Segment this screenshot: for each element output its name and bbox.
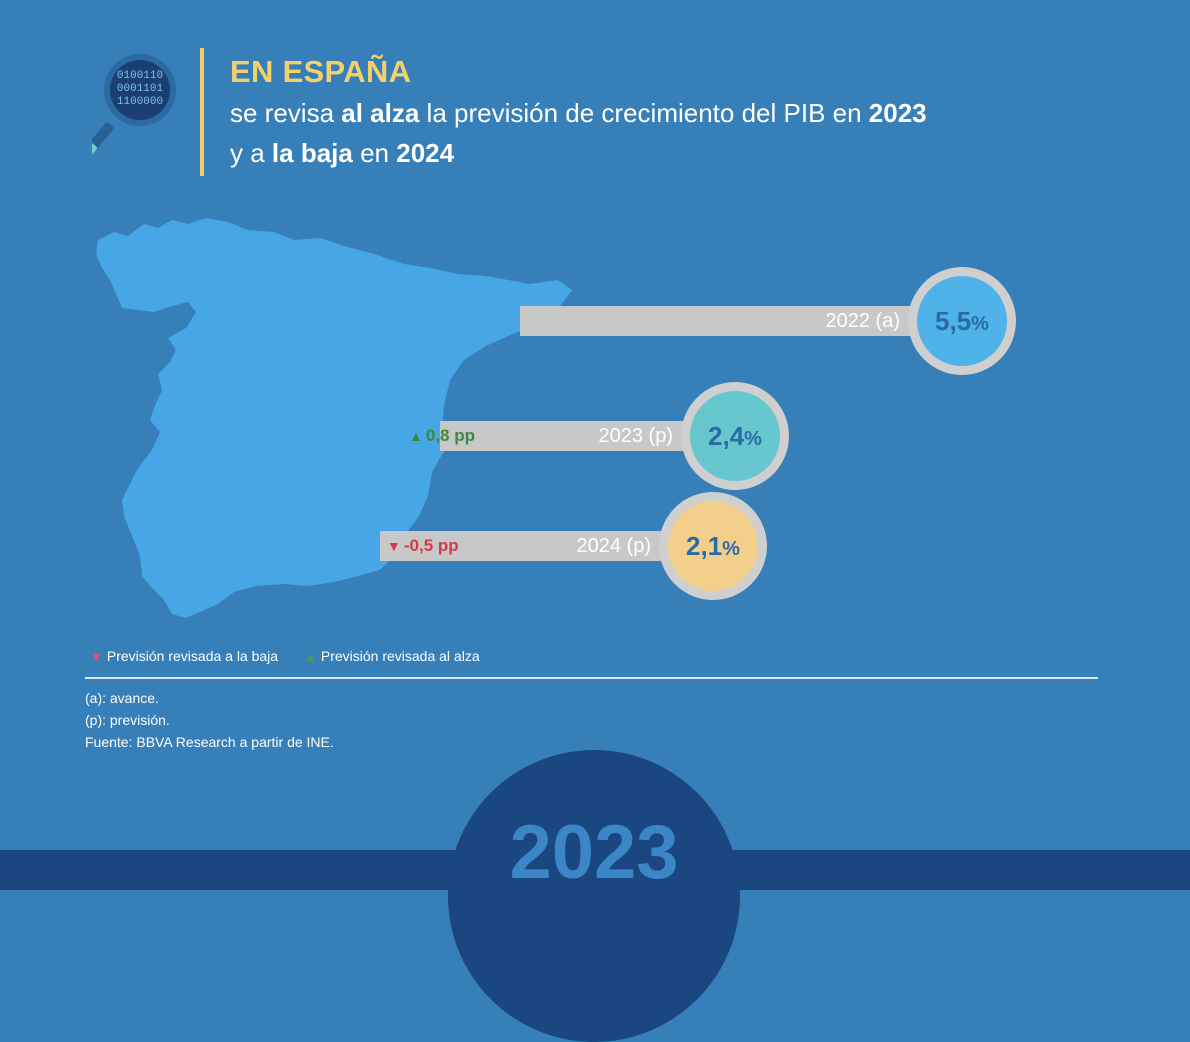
bubble-value: 2,4% [708,421,762,452]
headline-emphasis: al alza [341,98,420,128]
bubble-value: 5,5% [935,306,989,337]
headline-emphasis: 2023 [868,98,927,128]
bubble-unit: % [744,427,762,450]
headline-emphasis: 2024 [396,138,455,168]
value-bubble: 2,4% [681,382,789,490]
svg-text:1100000: 1100000 [117,96,163,108]
legend-label-up: Previsión revisada al alza [320,648,480,664]
forecast-bar [380,531,713,561]
headline-text: la previsión de crecimiento del PIB en [419,98,869,128]
year-label: 2022 (a) [825,310,901,332]
headline-line-1: se revisa al alza la previsión de crecim… [230,98,927,129]
bubble-unit: % [971,312,989,335]
revision-down: ▼ -0,5 pp [387,531,459,561]
notes-divider [85,677,1098,679]
footer-year: 2023 [509,810,679,895]
spain-map [96,218,572,618]
up-triangle-icon: ▲ [303,649,317,664]
forecast-bar [520,306,962,336]
revision-value: 0,8 pp [425,426,475,445]
value-bubble: 5,5% [908,267,1016,375]
note-prevision: (p): previsión. [85,712,170,728]
revision-value: -0,5 pp [403,536,459,555]
year-label: 2024 (p) [576,535,652,557]
headline-emphasis: la baja [271,138,353,168]
legend: ▼ Previsión revisada a la baja ▲ Previsión… [90,648,502,664]
headline-line-2: y a la baja en 2024 [230,138,454,169]
source-note: Fuente: BBVA Research a partir de INE. [85,734,334,750]
bubble-unit: % [722,537,740,560]
legend-item-up: ▲ Previsión revisada al alza [304,648,480,664]
svg-text:0100110: 0100110 [117,70,163,82]
down-triangle-icon: ▼ [387,538,401,554]
up-triangle-icon: ▲ [409,428,423,444]
bubble-number: 2,1 [686,530,723,561]
year-label: 2023 (p) [598,425,674,447]
note-avance: (a): avance. [85,690,159,706]
bubble-value: 2,1% [686,531,740,562]
headline-text: se revisa [230,98,342,128]
revision-up: ▲ 0,8 pp [409,421,475,451]
kicker-title: EN ESPAÑA [230,54,412,89]
headline-text: y a [230,138,272,168]
legend-label-down: Previsión revisada a la baja [106,648,279,664]
title-divider [200,48,204,176]
legend-item-down: ▼ Previsión revisada a la baja [90,648,278,664]
bubble-number: 2,4 [708,420,745,451]
value-bubble: 2,1% [659,492,767,600]
down-triangle-icon: ▼ [90,649,103,664]
svg-text:0001101: 0001101 [117,83,164,95]
bubble-number: 5,5 [935,305,972,336]
headline-text: en [352,138,397,168]
magnifier-binary-icon: 0100110 0001101 1100000 [92,54,176,157]
